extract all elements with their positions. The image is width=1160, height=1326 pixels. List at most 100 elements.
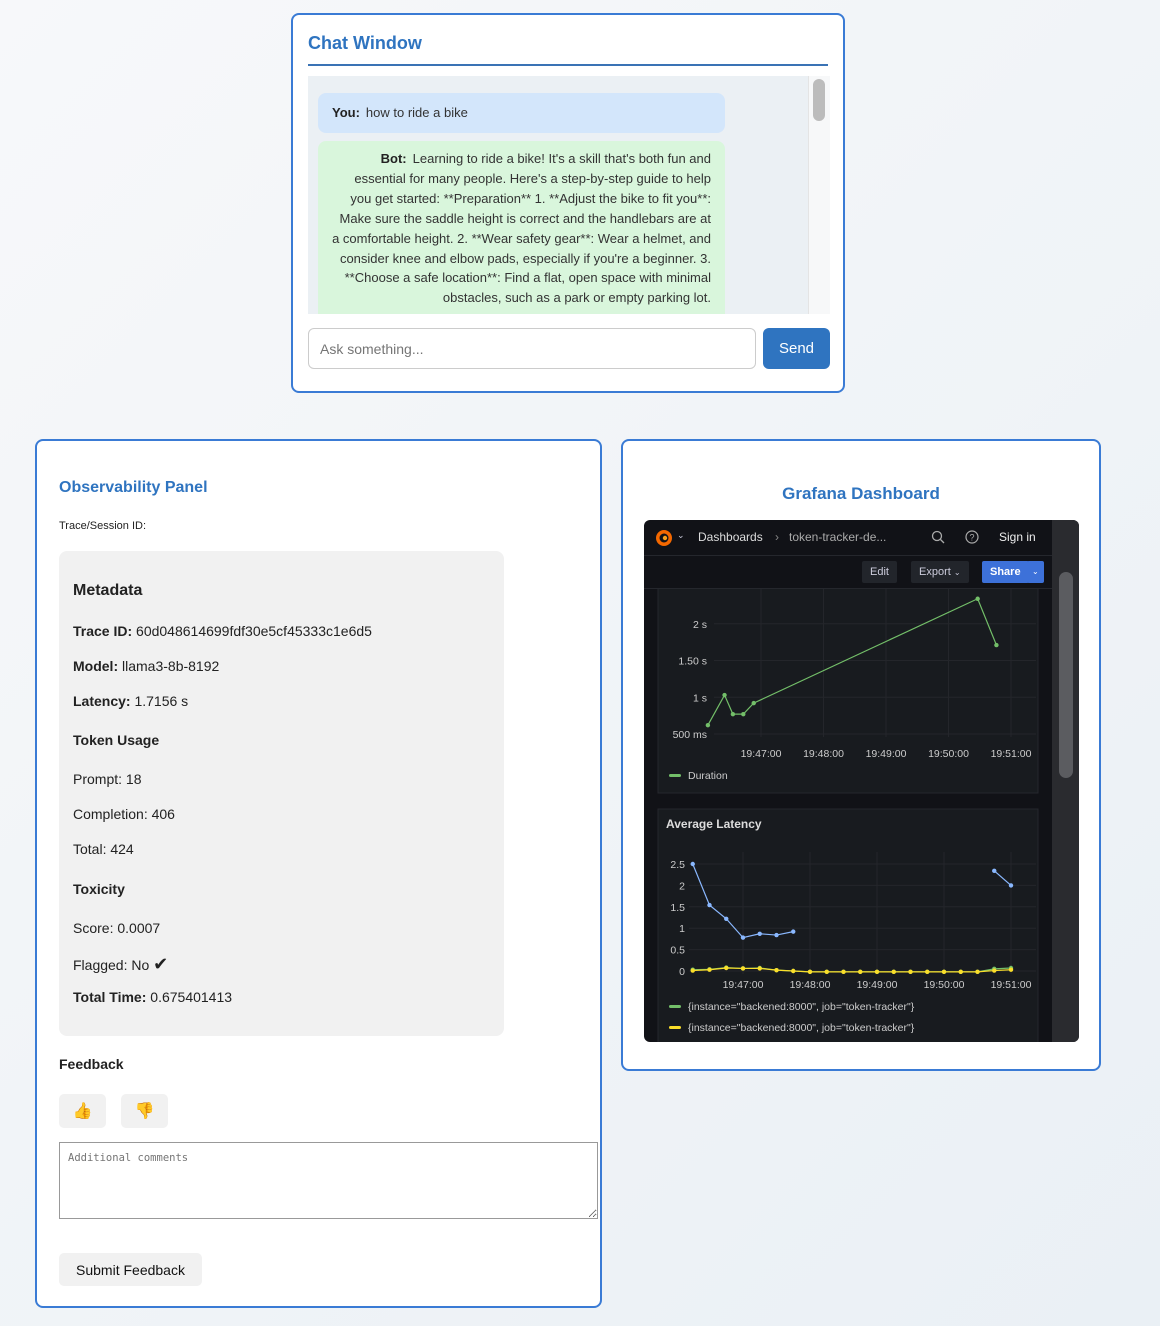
- data-point: [858, 969, 863, 975]
- scrollbar-thumb[interactable]: [1059, 572, 1073, 778]
- send-button[interactable]: Send: [763, 328, 830, 369]
- x-tick-label: 19:51:00: [991, 748, 1032, 760]
- x-tick-label: 19:48:00: [790, 979, 831, 991]
- y-tick-label: 2.5: [670, 859, 685, 871]
- thumbs-up-icon: 👍: [72, 1103, 93, 1120]
- help-icon[interactable]: ?: [965, 530, 979, 544]
- grafana-toolbar: Edit Export ⌄ Share ⌄: [644, 556, 1052, 589]
- average-latency-chart: Average Latency 19:47:00 19:48:00 19:49:00 1…: [657, 808, 1039, 1042]
- value: llama3-8b-8192: [122, 658, 220, 674]
- sender-label: You:: [332, 105, 360, 120]
- breadcrumb-dashboards[interactable]: Dashboards: [698, 530, 763, 544]
- chat-input[interactable]: [308, 328, 756, 369]
- title-divider: [308, 64, 828, 66]
- x-tick-label: 19:49:00: [857, 979, 898, 991]
- legend-label: {instance="backened:8000", job="token-tr…: [688, 1022, 915, 1034]
- trace-id: Trace ID: 60d048614699fdf30e5cf45333c1e6…: [73, 623, 372, 639]
- data-point: [975, 596, 980, 601]
- chevron-down-icon: ⌄: [953, 568, 961, 577]
- data-point: [791, 968, 796, 974]
- breadcrumb-current[interactable]: token-tracker-de...: [789, 530, 887, 544]
- grafana-logo-icon[interactable]: [654, 528, 674, 548]
- checkmark-icon: ✔: [153, 954, 169, 974]
- grafana-embed: ⌄ Dashboards › token-tracker-de... ? Sig…: [644, 520, 1079, 1042]
- x-tick-label: 19:47:00: [741, 748, 782, 760]
- flagged: Flagged: No ✔: [73, 954, 168, 975]
- search-icon[interactable]: [931, 530, 945, 544]
- data-point: [958, 969, 963, 975]
- message-text: Learning to ride a bike! It's a skill th…: [332, 151, 711, 306]
- chart-panel: [657, 589, 1039, 794]
- y-tick-label: 500 ms: [673, 729, 707, 741]
- label: Trace ID:: [73, 623, 133, 639]
- share-button[interactable]: Share: [982, 561, 1029, 583]
- y-tick-label: 1.50 s: [678, 656, 707, 668]
- export-button[interactable]: Export ⌄: [911, 561, 969, 583]
- total-tokens: Total: 424: [73, 841, 134, 857]
- grafana-scrollbar[interactable]: [1052, 520, 1079, 1042]
- data-point: [824, 969, 829, 975]
- data-point: [791, 929, 796, 934]
- message-list: You: how to ride a bike Bot: Learning to r…: [308, 76, 830, 314]
- thumbs-down-button[interactable]: 👎: [121, 1094, 168, 1128]
- data-point: [722, 692, 727, 698]
- feedback-heading: Feedback: [59, 1056, 124, 1072]
- chart-panel: [657, 808, 1039, 1042]
- data-point: [975, 969, 980, 975]
- user-message: You: how to ride a bike: [318, 93, 725, 133]
- y-tick-label: 2: [679, 880, 685, 892]
- label: Total Time:: [73, 989, 147, 1005]
- share-dropdown-button[interactable]: ⌄: [1027, 561, 1044, 583]
- token-usage-heading: Token Usage: [73, 732, 160, 748]
- metadata-heading: Metadata: [73, 582, 143, 599]
- data-point: [707, 902, 712, 908]
- svg-text:?: ?: [969, 533, 974, 543]
- data-point: [705, 722, 711, 728]
- prompt-tokens: Prompt: 18: [73, 771, 142, 787]
- y-tick-label: 0.5: [670, 945, 685, 957]
- chat-title: Chat Window: [308, 33, 422, 53]
- data-point: [707, 967, 712, 972]
- thumbs-up-button[interactable]: 👍: [59, 1094, 106, 1128]
- y-tick-label: 2 s: [693, 619, 707, 631]
- value: 0.675401413: [150, 989, 233, 1005]
- export-label: Export: [919, 566, 951, 578]
- y-tick-label: 0: [679, 966, 685, 978]
- message-text: how to ride a bike: [365, 105, 468, 120]
- comments-textarea[interactable]: [59, 1142, 598, 1219]
- panel-title: Observability Panel: [59, 479, 208, 496]
- chat-window: Chat Window You: how to ride a bike Bot: L…: [291, 13, 845, 393]
- data-point: [1008, 967, 1014, 972]
- series-line: [692, 967, 1012, 973]
- sign-in-link[interactable]: Sign in: [999, 530, 1036, 544]
- data-point: [891, 969, 896, 975]
- legend-swatch: [669, 1005, 681, 1008]
- sender-label: Bot:: [380, 151, 407, 166]
- data-point: [724, 965, 729, 971]
- data-point: [807, 969, 813, 975]
- data-point: [925, 969, 930, 975]
- scrollbar[interactable]: [808, 76, 830, 314]
- x-tick-label: 19:48:00: [803, 748, 844, 760]
- series-line: [993, 870, 1012, 886]
- data-point: [1008, 883, 1014, 888]
- x-tick-label: 19:50:00: [928, 748, 969, 760]
- data-point: [690, 968, 695, 973]
- grafana-title: Grafana Dashboard: [782, 484, 940, 503]
- edit-button[interactable]: Edit: [862, 561, 897, 583]
- data-point: [757, 931, 762, 936]
- metadata-card: Metadata Trace ID: 60d048614699fdf30e5cf…: [59, 551, 504, 1036]
- data-point: [774, 967, 779, 973]
- scrollbar-thumb[interactable]: [813, 79, 825, 121]
- data-point: [740, 966, 746, 971]
- legend-label: {instance="backened:8000", job="token-tr…: [688, 1001, 915, 1013]
- observability-panel: Observability Panel Trace/Session ID: Me…: [35, 439, 602, 1308]
- submit-feedback-button[interactable]: Submit Feedback: [59, 1253, 202, 1286]
- chevron-down-icon[interactable]: ⌄: [677, 530, 685, 540]
- data-point: [992, 868, 997, 874]
- data-point: [874, 969, 880, 975]
- toxicity-score: Score: 0.0007: [73, 920, 161, 936]
- data-point: [741, 711, 746, 717]
- y-tick-label: 1.5: [670, 902, 685, 914]
- value: 1.7156 s: [134, 693, 189, 709]
